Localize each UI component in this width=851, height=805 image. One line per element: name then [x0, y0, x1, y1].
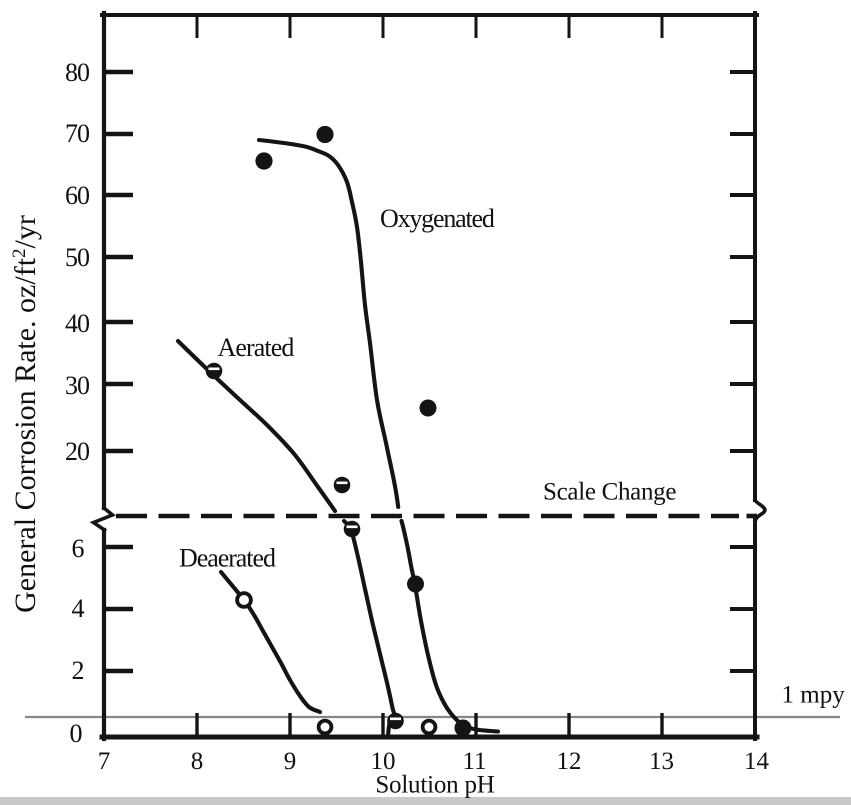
svg-text:10: 10: [371, 748, 396, 775]
svg-text:Scale Change: Scale Change: [543, 478, 676, 505]
svg-text:20: 20: [65, 437, 90, 466]
svg-text:8: 8: [191, 748, 204, 775]
svg-text:50: 50: [65, 243, 90, 272]
svg-text:80: 80: [65, 58, 90, 87]
svg-text:Aerated: Aerated: [218, 333, 295, 362]
svg-text:2: 2: [72, 656, 85, 685]
svg-text:70: 70: [65, 119, 90, 148]
svg-text:9: 9: [284, 748, 297, 775]
svg-text:Oxygenated: Oxygenated: [380, 204, 495, 233]
svg-text:12: 12: [557, 748, 582, 775]
svg-text:Deaerated: Deaerated: [179, 544, 276, 573]
svg-text:40: 40: [65, 309, 90, 338]
svg-text:6: 6: [72, 534, 85, 563]
svg-text:0: 0: [70, 719, 83, 748]
svg-text:11: 11: [462, 748, 486, 775]
svg-text:Solution pH: Solution pH: [375, 772, 494, 799]
svg-text:30: 30: [65, 371, 90, 400]
svg-text:13: 13: [649, 748, 674, 775]
svg-text:4: 4: [72, 594, 85, 623]
svg-text:7: 7: [98, 748, 111, 775]
svg-text:General Corrosion Rate. oz/ft2: General Corrosion Rate. oz/ft2/yr: [9, 215, 43, 613]
svg-text:14: 14: [744, 748, 770, 775]
svg-text:60: 60: [65, 181, 90, 210]
svg-text:1 mpy: 1 mpy: [782, 682, 846, 709]
